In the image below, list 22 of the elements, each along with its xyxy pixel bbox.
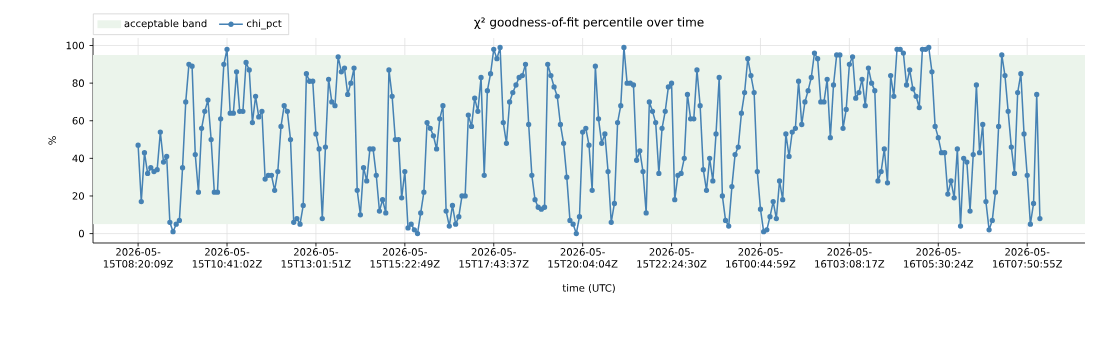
x-tick-label: 2026-05-15T10:41:02Z: [192, 248, 262, 268]
x-tick-label: 2026-05-15T08:20:09Z: [103, 248, 173, 268]
legend-label: acceptable band: [124, 19, 207, 30]
y-tick-label: 100: [66, 41, 84, 50]
x-tick-label: 2026-05-16T05:30:24Z: [904, 248, 974, 268]
y-tick-label: 60: [72, 116, 84, 125]
chart-title: χ² goodness-of-fit percentile over time: [474, 17, 704, 29]
x-tick-label: 2026-05-16T03:08:17Z: [815, 248, 885, 268]
x-tick-label: 2026-05-15T15:22:49Z: [370, 248, 440, 268]
y-tick-label: 40: [72, 154, 84, 163]
y-axis-title: %: [48, 136, 57, 145]
x-axis-title: time (UTC): [562, 284, 615, 293]
y-tick-label: 80: [72, 79, 84, 87]
y-tick-label: 0: [78, 229, 84, 238]
x-tick-label: 2026-05-16T00:44:59Z: [726, 248, 796, 268]
x-tick-label: 2026-05-15T20:04:04Z: [548, 248, 618, 268]
x-tick-label: 2026-05-15T22:24:30Z: [637, 248, 707, 268]
x-tick-label: 2026-05-15T13:01:51Z: [281, 248, 351, 268]
y-tick-label: 20: [72, 192, 84, 200]
x-tick-label: 2026-05-15T17:43:37Z: [459, 248, 529, 268]
legend-label: chi_pct: [246, 19, 282, 30]
x-tick-label: 2026-05-16T07:50:55Z: [992, 248, 1063, 268]
